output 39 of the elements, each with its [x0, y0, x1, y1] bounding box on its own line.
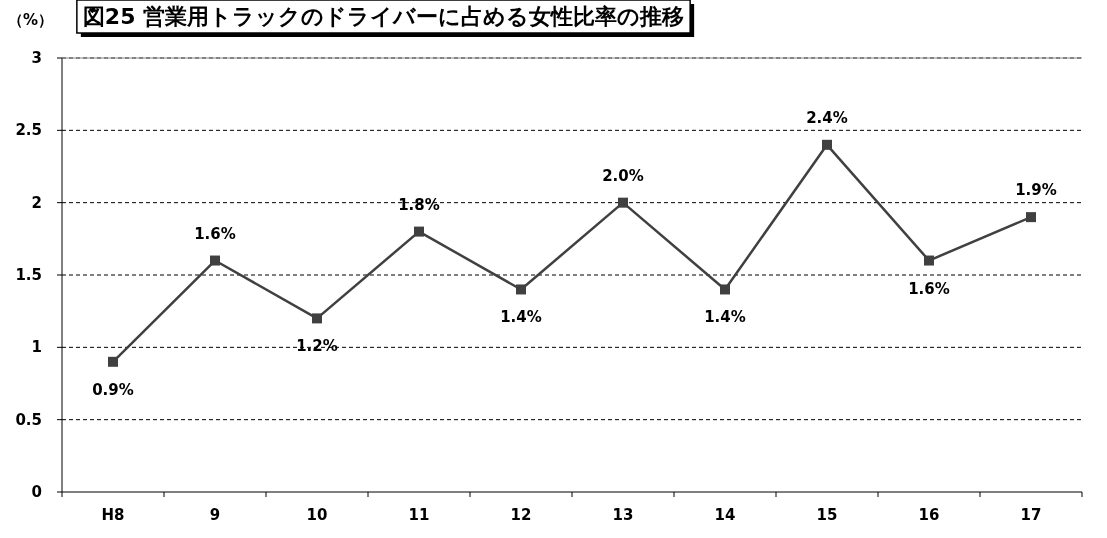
- point: [822, 139, 832, 150]
- point: [414, 226, 424, 237]
- point: [720, 284, 730, 295]
- y-tick-label: 2: [31, 193, 42, 212]
- point: [210, 255, 220, 266]
- y-tick-label: 3: [31, 49, 42, 67]
- data-label: 1.2%: [296, 337, 338, 356]
- x-tick-label: 12: [510, 506, 532, 524]
- x-tick-label: 14: [714, 506, 736, 524]
- data-label: 1.8%: [398, 195, 440, 214]
- y-tick-label: 1: [31, 338, 42, 357]
- x-tick-label: 10: [306, 506, 328, 524]
- data-label: 0.9%: [92, 380, 134, 399]
- point: [108, 356, 118, 367]
- data-label: 2.4%: [806, 108, 848, 127]
- point: [516, 284, 526, 295]
- x-tick-label: 17: [1020, 506, 1042, 524]
- x-tick-label: 15: [816, 506, 838, 524]
- y-tick-label: 0.5: [15, 410, 42, 429]
- x-tick-label: 11: [408, 506, 430, 524]
- point: [618, 197, 628, 208]
- point: [1026, 212, 1036, 223]
- data-label: 1.4%: [704, 308, 746, 327]
- data-label: 2.0%: [602, 166, 644, 185]
- x-tick-label: 9: [209, 506, 221, 524]
- y-tick-label: 1.5: [15, 266, 42, 284]
- y-tick-label: 2.5: [15, 121, 42, 140]
- data-label: 1.6%: [908, 279, 950, 298]
- point: [924, 255, 934, 266]
- y-tick-label: 0: [31, 483, 42, 501]
- x-tick-label: 13: [612, 506, 634, 524]
- chart-title: 図25 営業用トラックのドライバーに占める女性比率の推移: [82, 4, 685, 29]
- data-label: 1.4%: [500, 308, 542, 327]
- x-tick-label: H8: [101, 506, 125, 524]
- data-label: 1.9%: [1015, 181, 1057, 200]
- y-axis-title: （%）: [8, 11, 54, 29]
- point: [312, 313, 322, 324]
- x-tick-label: 16: [918, 506, 940, 524]
- data-label: 1.6%: [194, 224, 236, 243]
